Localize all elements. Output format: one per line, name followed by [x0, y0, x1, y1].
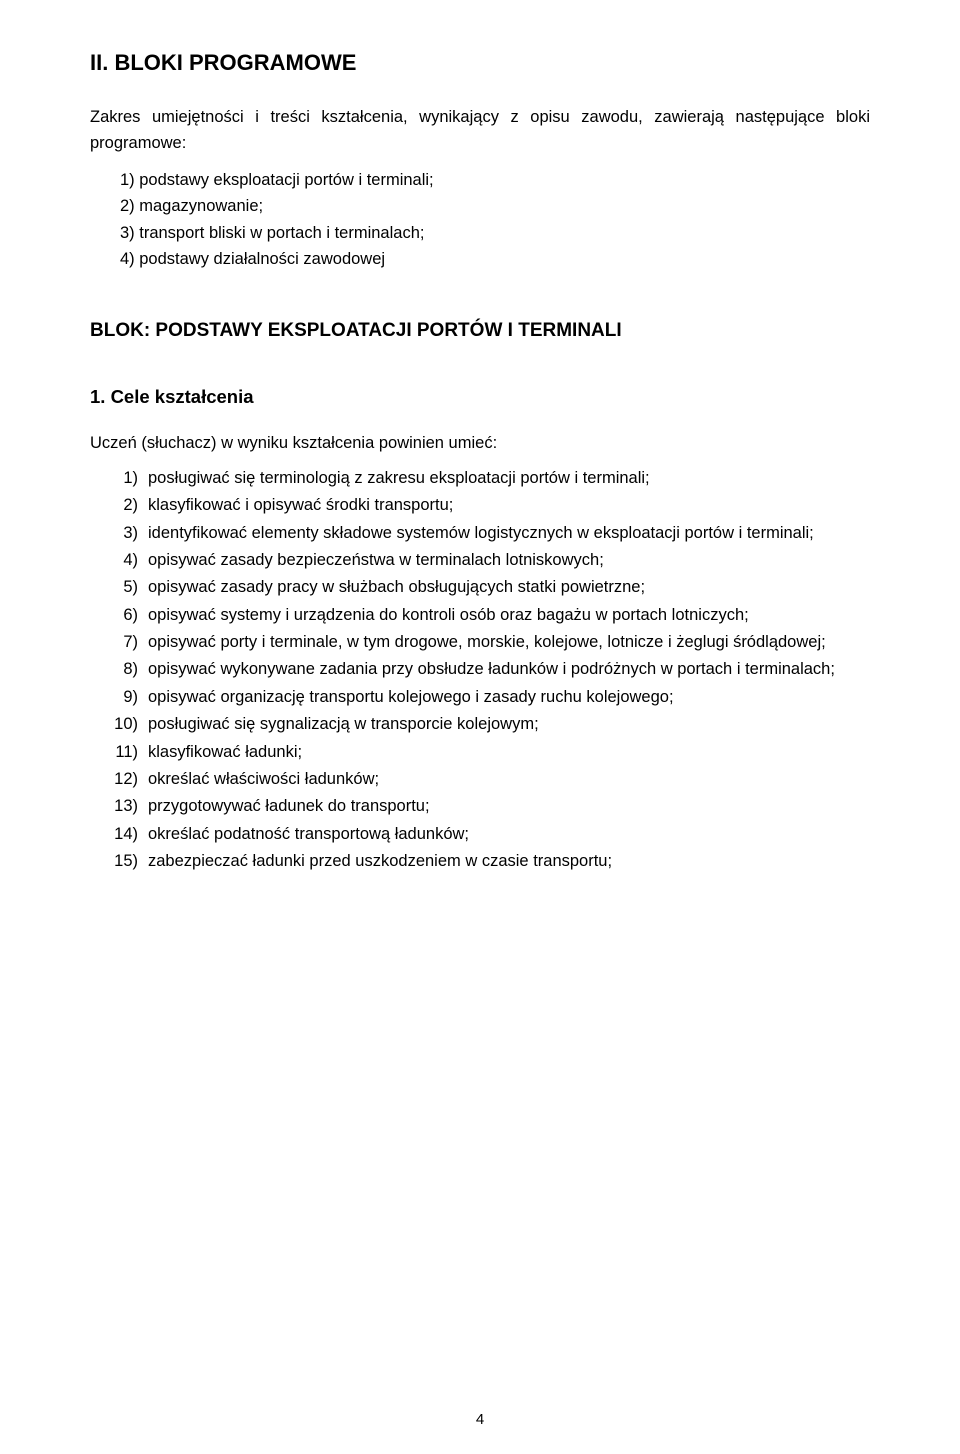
goal-text: opisywać systemy i urządzenia do kontrol…	[148, 606, 749, 624]
goal-number: 5)	[110, 574, 138, 600]
goal-text: opisywać zasady bezpieczeństwa w termina…	[148, 551, 604, 569]
goal-text: opisywać porty i terminale, w tym drogow…	[148, 633, 826, 651]
goal-text: posługiwać się terminologią z zakresu ek…	[148, 469, 650, 487]
goal-number: 13)	[110, 793, 138, 819]
goal-item: 6) opisywać systemy i urządzenia do kontr…	[90, 602, 870, 628]
intro-list-item: 1) podstawy eksploatacji portów i termin…	[116, 167, 870, 193]
goal-item: 13) przygotowywać ładunek do transportu;	[90, 793, 870, 819]
goal-item: 2) klasyfikować i opisywać środki transpo…	[90, 492, 870, 518]
goal-number: 9)	[110, 684, 138, 710]
goal-item: 14) określać podatność transportową ładun…	[90, 821, 870, 847]
goal-text: zabezpieczać ładunki przed uszkodzeniem …	[148, 852, 612, 870]
goal-item: 11) klasyfikować ładunki;	[90, 739, 870, 765]
intro-paragraph: Zakres umiejętności i treści kształcenia…	[90, 104, 870, 157]
goal-text: identyfikować elementy składowe systemów…	[148, 524, 814, 542]
goal-text: określać podatność transportową ładunków…	[148, 825, 469, 843]
goal-item: 7) opisywać porty i terminale, w tym drog…	[90, 629, 870, 655]
goal-number: 4)	[110, 547, 138, 573]
goal-number: 6)	[110, 602, 138, 628]
lead-paragraph: Uczeń (słuchacz) w wyniku kształcenia po…	[90, 430, 870, 456]
goal-item: 3) identyfikować elementy składowe system…	[90, 520, 870, 546]
page-number: 4	[0, 1411, 960, 1428]
goal-item: 15) zabezpieczać ładunki przed uszkodzeni…	[90, 848, 870, 874]
goal-item: 5) opisywać zasady pracy w służbach obsłu…	[90, 574, 870, 600]
goal-number: 2)	[110, 492, 138, 518]
goals-list: 1) posługiwać się terminologią z zakresu …	[90, 465, 870, 875]
goal-item: 10) posługiwać się sygnalizacją w transpo…	[90, 711, 870, 737]
goal-item: 4) opisywać zasady bezpieczeństwa w termi…	[90, 547, 870, 573]
goal-text: klasyfikować ładunki;	[148, 743, 302, 761]
goal-number: 12)	[110, 766, 138, 792]
section-heading: II. BLOKI PROGRAMOWE	[90, 50, 870, 76]
goal-text: określać właściwości ładunków;	[148, 770, 379, 788]
goal-number: 1)	[110, 465, 138, 491]
intro-list-item: 2) magazynowanie;	[116, 193, 870, 219]
goal-text: przygotowywać ładunek do transportu;	[148, 797, 430, 815]
goal-item: 12) określać właściwości ładunków;	[90, 766, 870, 792]
goal-text: posługiwać się sygnalizacją w transporci…	[148, 715, 539, 733]
goal-number: 14)	[110, 821, 138, 847]
goal-number: 8)	[110, 656, 138, 682]
goal-item: 1) posługiwać się terminologią z zakresu …	[90, 465, 870, 491]
goal-number: 7)	[110, 629, 138, 655]
goal-number: 3)	[110, 520, 138, 546]
goal-number: 15)	[110, 848, 138, 874]
intro-list: 1) podstawy eksploatacji portów i termin…	[90, 167, 870, 273]
subsection-heading: 1. Cele kształcenia	[90, 386, 870, 408]
goal-item: 9) opisywać organizację transportu kolejo…	[90, 684, 870, 710]
goal-number: 11)	[110, 739, 138, 765]
goal-text: opisywać zasady pracy w służbach obsługu…	[148, 578, 645, 596]
goal-text: opisywać wykonywane zadania przy obsłudz…	[148, 660, 835, 678]
goal-number: 10)	[110, 711, 138, 737]
intro-list-item: 4) podstawy działalności zawodowej	[116, 246, 870, 272]
block-heading: BLOK: PODSTAWY EKSPLOATACJI PORTÓW I TER…	[90, 320, 870, 342]
intro-list-item: 3) transport bliski w portach i terminal…	[116, 220, 870, 246]
goal-text: opisywać organizację transportu kolejowe…	[148, 688, 674, 706]
goal-text: klasyfikować i opisywać środki transport…	[148, 496, 453, 514]
goal-item: 8) opisywać wykonywane zadania przy obsłu…	[90, 656, 870, 682]
